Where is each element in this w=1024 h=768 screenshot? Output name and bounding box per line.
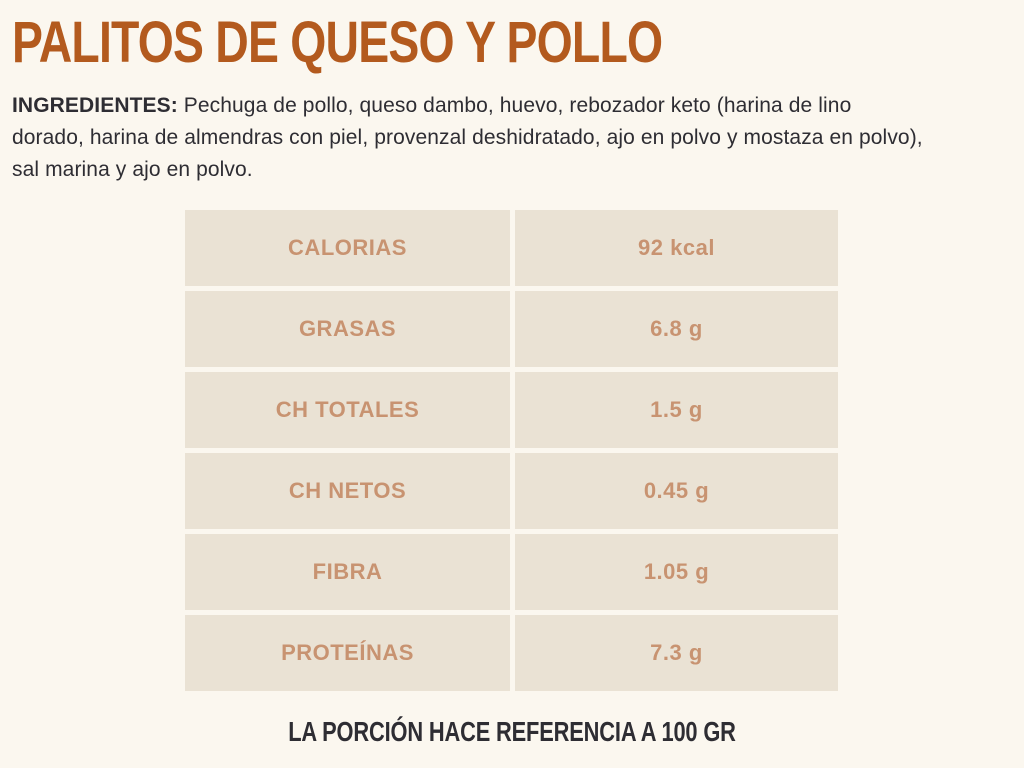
table-row-value-fibra: 1.05 g [515,534,838,610]
page-title: PALITOS DE QUESO Y POLLO [12,10,663,75]
table-row-value-proteinas: 7.3 g [515,615,838,691]
ingredients-text: Pechuga de pollo, queso dambo, huevo, re… [12,94,923,181]
table-row-label-calorias: CALORIAS [185,210,510,286]
table-row-value-grasas: 6.8 g [515,291,838,367]
ingredients-paragraph: INGREDIENTES: Pechuga de pollo, queso da… [12,90,928,186]
table-row-label-ch-netos: CH NETOS [185,453,510,529]
portion-reference-note: LA PORCIÓN HACE REFERENCIA A 100 GR [288,716,736,747]
table-row-label-ch-totales: CH TOTALES [185,372,510,448]
table-row-label-fibra: FIBRA [185,534,510,610]
nutrition-table: CALORIAS 92 kcal GRASAS 6.8 g CH TOTALES… [185,210,838,691]
table-row-value-calorias: 92 kcal [515,210,838,286]
table-row-value-ch-totales: 1.5 g [515,372,838,448]
table-row-value-ch-netos: 0.45 g [515,453,838,529]
table-row-label-proteinas: PROTEÍNAS [185,615,510,691]
table-row-label-grasas: GRASAS [185,291,510,367]
ingredients-label: INGREDIENTES: [12,94,178,117]
